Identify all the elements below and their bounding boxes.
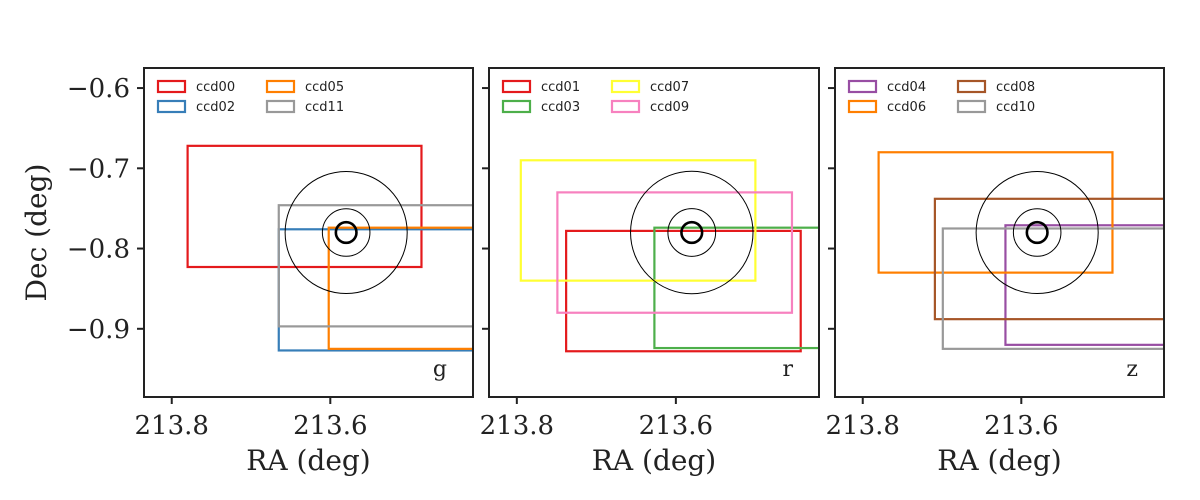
x-tick-label: 213.8	[480, 411, 554, 441]
target-circle-2	[1012, 208, 1062, 257]
ccd-footprint-ccd03	[653, 226, 819, 350]
legend-label-ccd10: ccd10	[996, 100, 1035, 115]
legend-swatch-ccd07	[610, 79, 641, 94]
legend-label-ccd04: ccd04	[887, 80, 926, 95]
ccd-footprint-ccd05	[327, 226, 473, 350]
x-axis-label: RA (deg)	[937, 444, 1061, 477]
target-circle-3	[975, 170, 1099, 295]
target-circle-1	[1025, 220, 1049, 245]
legend-r: ccd01 ccd03 ccd07 ccd09	[501, 79, 689, 115]
y-tick-label: −0.9	[67, 315, 130, 345]
legend-swatch-ccd11	[265, 99, 296, 114]
band-label: r	[782, 357, 793, 382]
x-tick-label: 213.8	[826, 411, 900, 441]
y-axis-label: Dec (deg)	[20, 164, 53, 302]
ccd-footprint-ccd06	[877, 151, 1114, 274]
legend-swatch-ccd02	[156, 99, 187, 114]
ccd-footprint-ccd07	[519, 159, 757, 282]
ccd-footprint-ccd10	[941, 227, 1164, 350]
legend-label-ccd06: ccd06	[887, 100, 926, 115]
legend-label-ccd07: ccd07	[650, 80, 689, 95]
legend-swatch-ccd09	[610, 99, 641, 114]
band-label: z	[1126, 357, 1138, 382]
axes-frame-r	[488, 67, 820, 398]
legend-swatch-ccd10	[956, 99, 987, 114]
x-tick-label: 213.6	[639, 411, 713, 441]
legend-label-ccd03: ccd03	[541, 100, 580, 115]
legend-label-ccd05: ccd05	[305, 80, 344, 95]
x-tick-label: 213.6	[293, 411, 367, 441]
legend-swatch-ccd06	[847, 99, 878, 114]
axes-frame-g	[143, 67, 474, 398]
legend-label-ccd08: ccd08	[996, 80, 1035, 95]
y-tick-label: −0.7	[67, 154, 130, 184]
panel-r: 213.8 213.6RA (deg) r ccd01 ccd03 ccd07 ccd09	[480, 67, 820, 477]
ccd-footprint-ccd09	[556, 191, 794, 314]
legend-g: ccd00 ccd02 ccd05 ccd11	[156, 79, 344, 115]
panel-z: 213.8 213.6RA (deg) z ccd04 ccd06 ccd08 ccd10	[826, 67, 1165, 477]
legend-label-ccd02: ccd02	[196, 100, 235, 115]
target-circle-2	[321, 208, 371, 257]
target-circle-3	[630, 170, 754, 295]
y-tick-label: −0.6	[67, 74, 130, 104]
y-tick-label: −0.8	[67, 235, 130, 265]
band-label: g	[433, 357, 447, 382]
ccd-footprint-ccd11	[277, 204, 473, 328]
legend-label-ccd09: ccd09	[650, 100, 689, 115]
legend-z: ccd04 ccd06 ccd08 ccd10	[847, 79, 1035, 115]
axes-frame-z	[834, 67, 1165, 398]
legend-swatch-ccd01	[501, 79, 532, 94]
x-axis-label: RA (deg)	[592, 444, 716, 477]
x-tick-label: 213.8	[135, 411, 209, 441]
plot-area-r	[519, 159, 819, 353]
ccd-footprint-ccd01	[565, 229, 802, 353]
plot-area-z	[877, 151, 1164, 350]
target-circle-1	[334, 220, 358, 245]
legend-swatch-ccd00	[156, 79, 187, 94]
target-circle-2	[667, 208, 717, 257]
legend-label-ccd11: ccd11	[305, 100, 344, 115]
panel-g: 213.8 213.6 −0.6 −0.7 −0.8 −0.9 RA (deg) Dec (d…	[20, 67, 474, 477]
legend-swatch-ccd08	[956, 79, 987, 94]
legend-swatch-ccd03	[501, 99, 532, 114]
legend-swatch-ccd04	[847, 79, 878, 94]
target-circle-1	[680, 220, 704, 245]
target-circle-3	[284, 170, 408, 295]
ccd-footprint-ccd08	[933, 197, 1164, 321]
plot-area-g	[186, 144, 473, 352]
legend-label-ccd01: ccd01	[541, 80, 580, 95]
legend-label-ccd00: ccd00	[196, 80, 235, 95]
x-tick-label: 213.6	[984, 411, 1058, 441]
ccd-footprint-ccd00	[186, 144, 423, 269]
x-axis-label: RA (deg)	[246, 444, 370, 477]
legend-swatch-ccd05	[265, 79, 296, 94]
ccd-footprint-ccd02	[277, 228, 473, 352]
